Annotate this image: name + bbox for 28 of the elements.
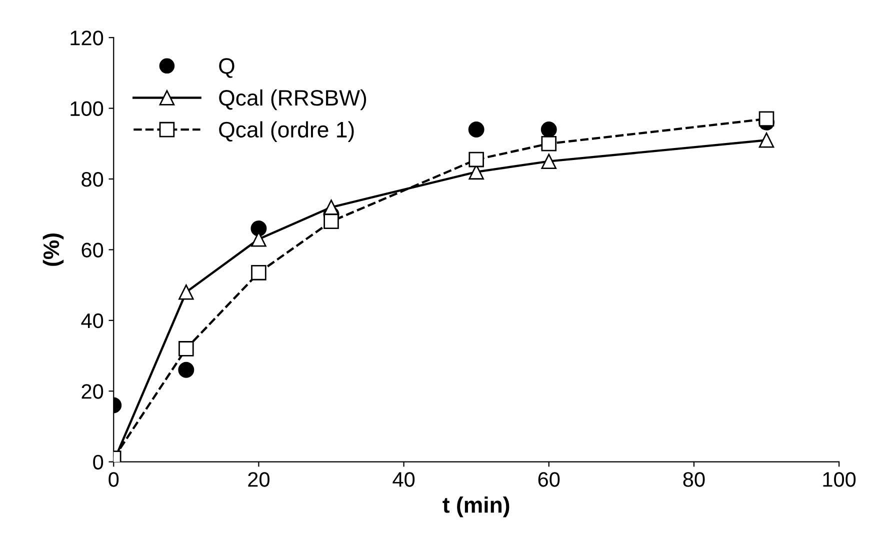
point	[251, 265, 266, 280]
point	[468, 122, 484, 138]
point	[468, 152, 484, 168]
point	[758, 111, 774, 127]
point	[541, 136, 557, 152]
point	[178, 362, 194, 378]
point	[324, 214, 339, 230]
y-tick-label: 100	[70, 101, 104, 116]
legend-label: Q	[219, 58, 234, 78]
y-axis-title: (%)	[42, 234, 64, 266]
y-tick-label: 0	[93, 454, 104, 470]
y-tick-label: 80	[82, 172, 104, 187]
x-tick-label: 40	[392, 472, 415, 487]
y-tick-label: 40	[81, 313, 104, 328]
x-tick-label: 20	[248, 472, 270, 487]
point	[178, 341, 194, 356]
y-tick-label: 60	[82, 242, 104, 258]
x-tick-label: 80	[683, 472, 705, 487]
x-tick-label: 60	[538, 472, 560, 487]
legend-label: Qcal (ordre 1)	[219, 121, 354, 142]
x-tick-label: 100	[823, 472, 856, 487]
y-tick-label: 20	[82, 384, 104, 399]
point	[540, 122, 557, 138]
x-axis-title: t (min)	[442, 496, 510, 518]
legend-label: Qcal (RRSBW)	[219, 89, 366, 110]
y-tick-label: 120	[70, 30, 104, 46]
x-tick-label: 0	[108, 472, 119, 487]
point	[250, 220, 267, 236]
